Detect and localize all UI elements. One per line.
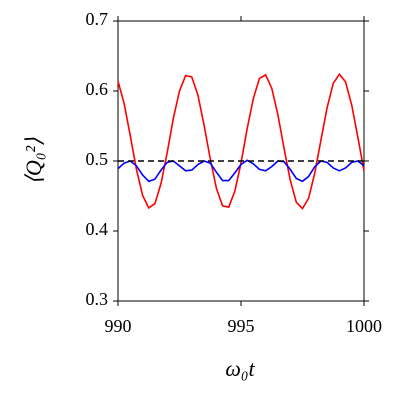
y-tick-label: 0.3 <box>86 289 109 309</box>
y-tick-label: 0.5 <box>86 149 109 169</box>
x-tick-label: 1000 <box>346 316 382 336</box>
y-tick-label: 0.4 <box>86 219 109 239</box>
x-axis-label: ω₀t <box>225 356 255 381</box>
y-tick-label: 0.6 <box>86 79 109 99</box>
x-tick-label: 990 <box>105 316 132 336</box>
x-tick-label: 995 <box>228 316 255 336</box>
y-axis-label: ⟨Q₀²⟩ <box>21 137 46 185</box>
series-line <box>117 72 365 210</box>
y-tick-label: 0.7 <box>86 9 109 29</box>
